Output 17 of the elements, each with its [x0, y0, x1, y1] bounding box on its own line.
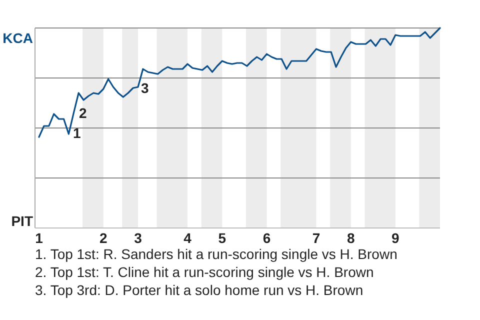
annotation: 2: [79, 105, 87, 121]
text: 2. Top 1st: T. Cline hit a run-scoring single vs H. Brown: [35, 264, 374, 280]
text: KCA: [2, 30, 33, 46]
x-tick-label: 8: [346, 230, 355, 246]
annotation: 3: [141, 80, 149, 96]
x-tick-label: 1: [35, 230, 44, 246]
annotation: 1: [73, 125, 81, 141]
x-tick-label: 3: [134, 230, 142, 246]
x-tick-label: 2: [99, 230, 108, 246]
x-tick-label: 5: [218, 230, 226, 246]
x-tick-label: 6: [262, 230, 271, 246]
x-tick-label: 7: [312, 230, 320, 246]
x-tick-label: 4: [184, 230, 192, 246]
text: PIT: [11, 213, 34, 229]
x-tick-label: 9: [392, 230, 400, 246]
text: 1. Top 1st: R. Sanders hit a run-scoring single vs H. Brown: [35, 246, 398, 262]
text: 3. Top 3rd: D. Porter hit a solo home run vs H. Brown: [35, 282, 364, 298]
